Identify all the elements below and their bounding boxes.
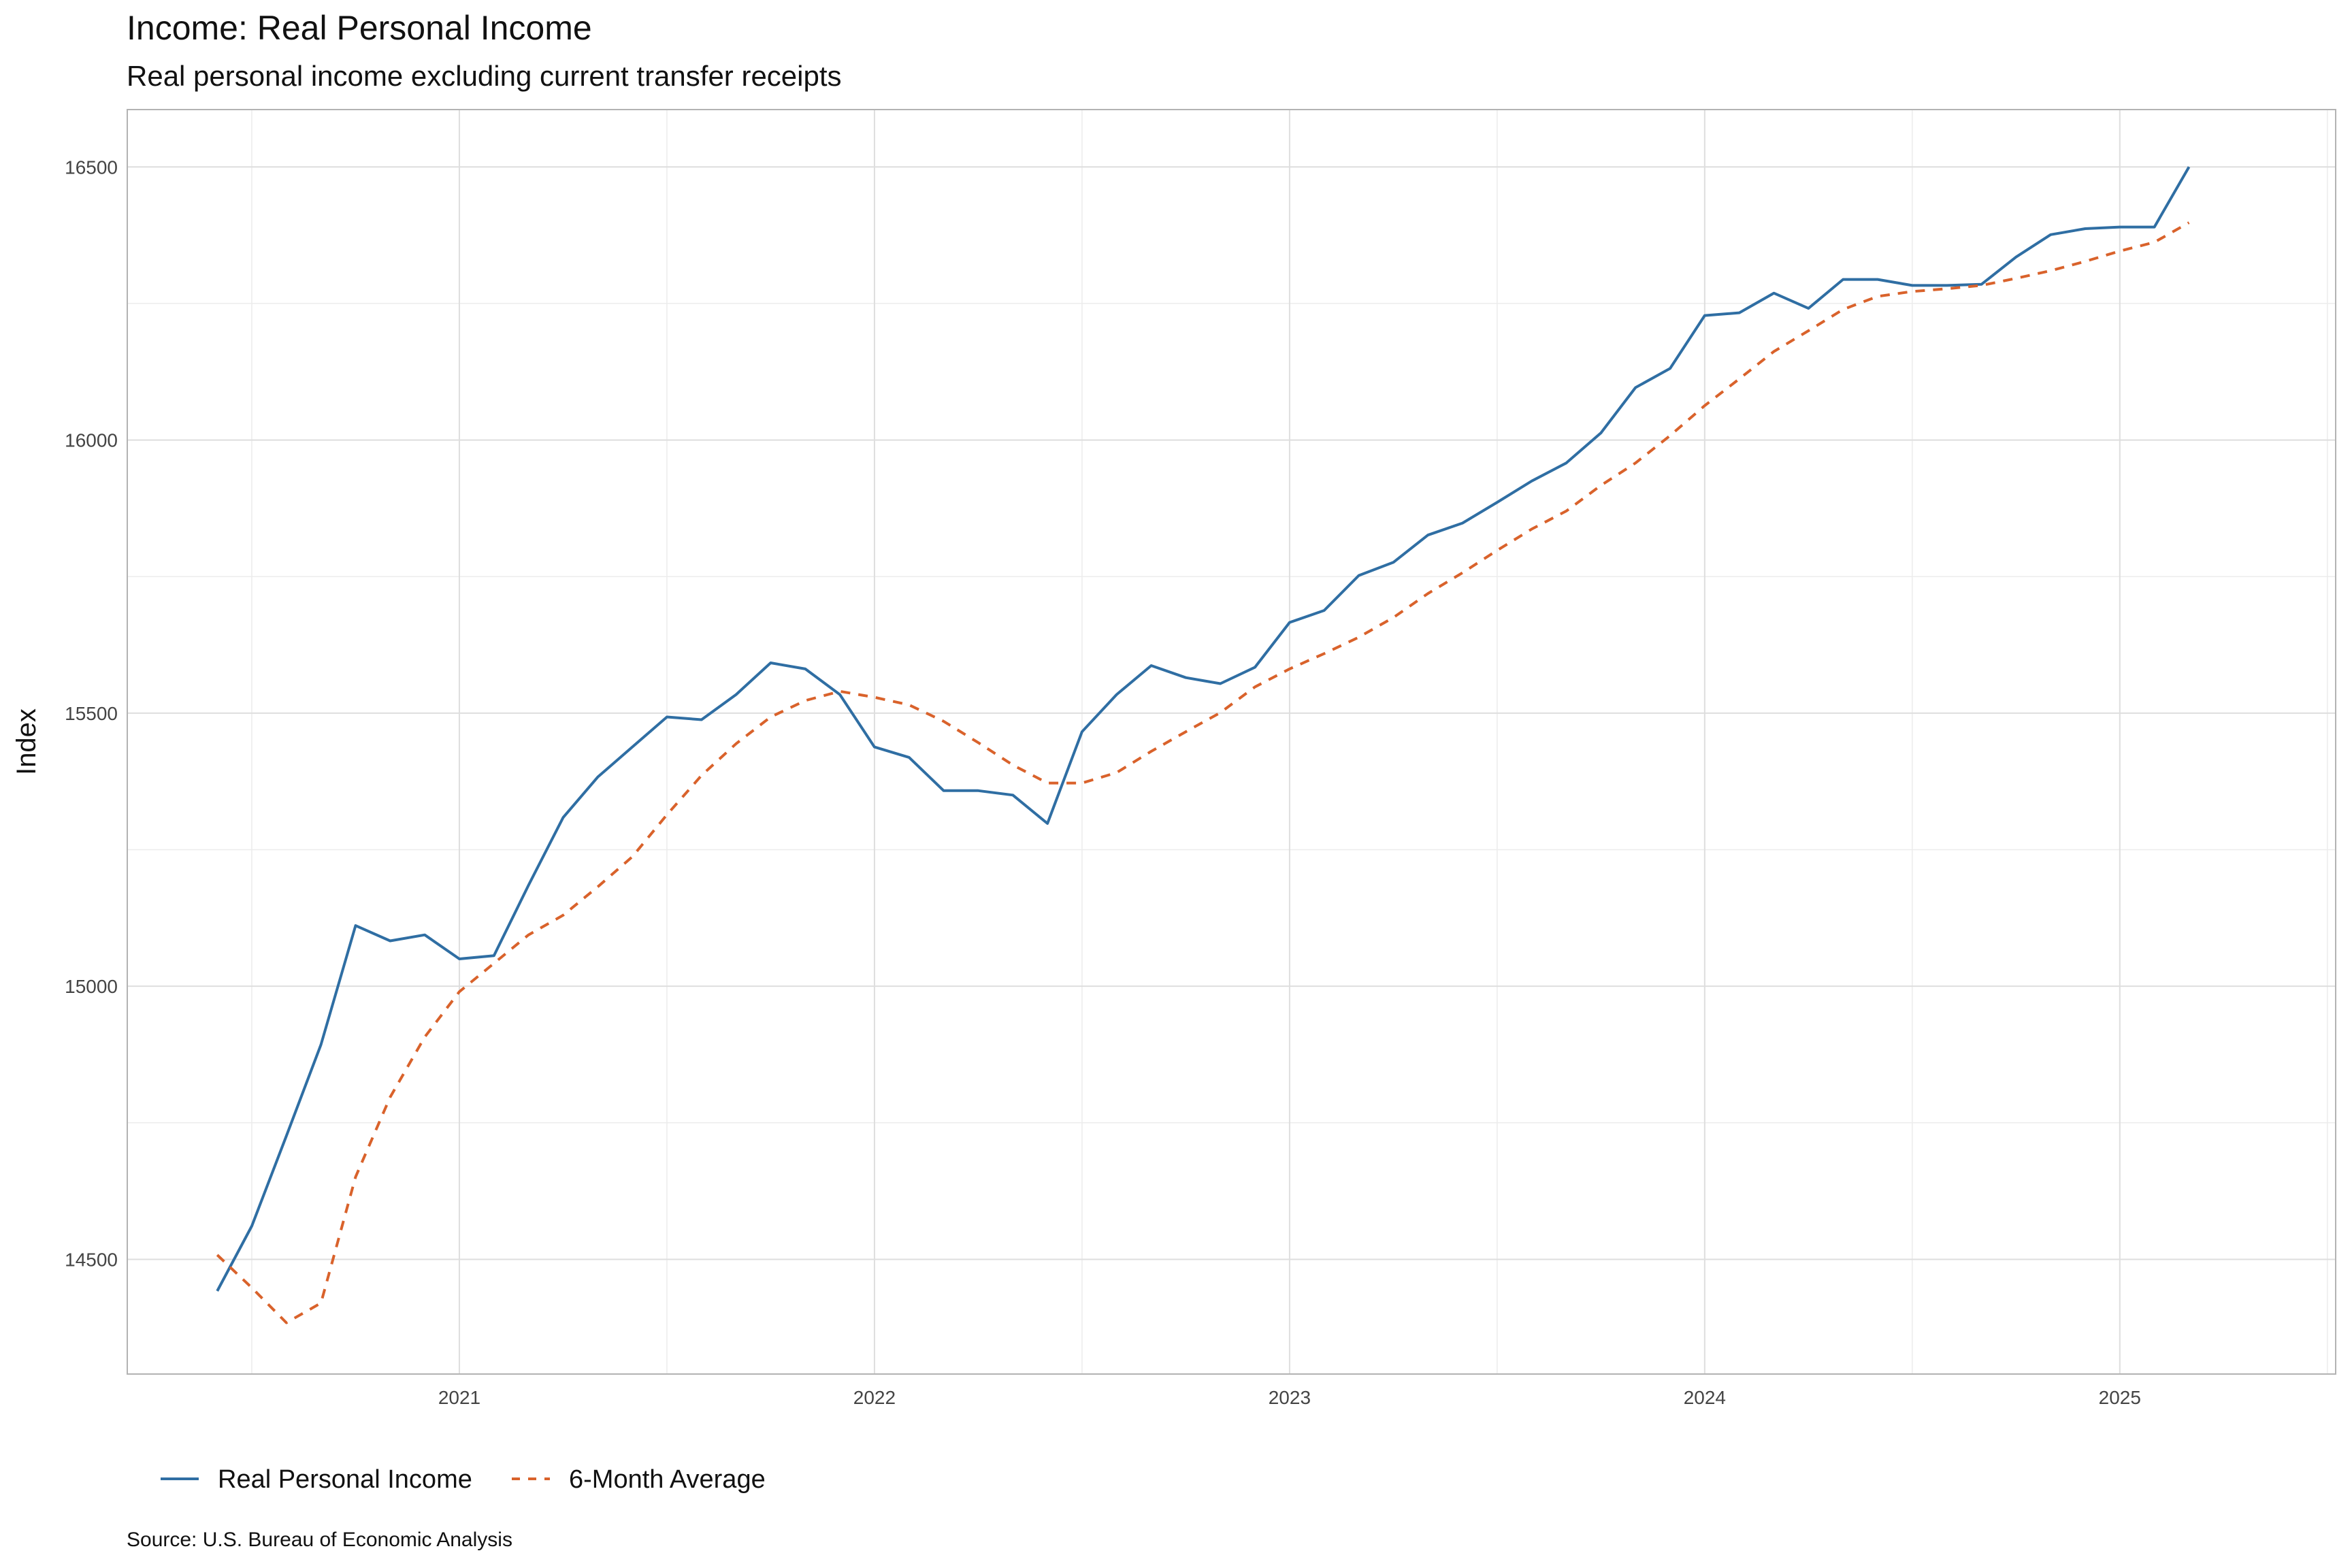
x-tick-label: 2025 — [2099, 1387, 2141, 1408]
y-tick-label: 15500 — [65, 703, 118, 724]
y-axis-label: Index — [12, 708, 42, 775]
y-tick-label: 15000 — [65, 976, 118, 997]
chart-subtitle: Real personal income excluding current t… — [127, 60, 842, 92]
grid — [127, 110, 2336, 1374]
x-tick-label: 2023 — [1269, 1387, 1311, 1408]
legend-label-real-personal-income: Real Personal Income — [218, 1465, 472, 1494]
x-tick-label: 2021 — [438, 1387, 480, 1408]
plot-panel-border — [127, 109, 2336, 1375]
y-tick-label: 16000 — [65, 430, 118, 451]
y-tick-label: 16500 — [65, 157, 118, 178]
x-tick-label: 2022 — [853, 1387, 896, 1408]
legend: Real Personal Income 6-Month Average — [161, 1465, 766, 1494]
series-group — [216, 166, 2191, 1324]
legend-label-6-month-average: 6-Month Average — [569, 1465, 766, 1494]
y-tick-label: 14500 — [65, 1249, 118, 1270]
x-tick-label: 2024 — [1684, 1387, 1726, 1408]
y-axis: 14500 15000 15500 16000 16500 — [65, 157, 118, 1270]
chart-caption: Source: U.S. Bureau of Economic Analysis — [127, 1529, 512, 1551]
x-axis: 2021 2022 2023 2024 2025 — [438, 1387, 2141, 1408]
series-line-6-month-average — [216, 221, 2190, 1324]
series-line-real-personal-income — [216, 166, 2191, 1292]
chart-title: Income: Real Personal Income — [127, 9, 592, 47]
